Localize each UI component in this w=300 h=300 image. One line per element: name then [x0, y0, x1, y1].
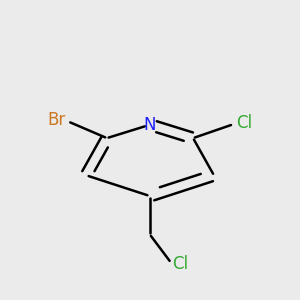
Text: Cl: Cl: [236, 114, 252, 132]
Text: Cl: Cl: [172, 255, 188, 273]
Text: N: N: [144, 116, 156, 134]
Text: Br: Br: [47, 111, 65, 129]
